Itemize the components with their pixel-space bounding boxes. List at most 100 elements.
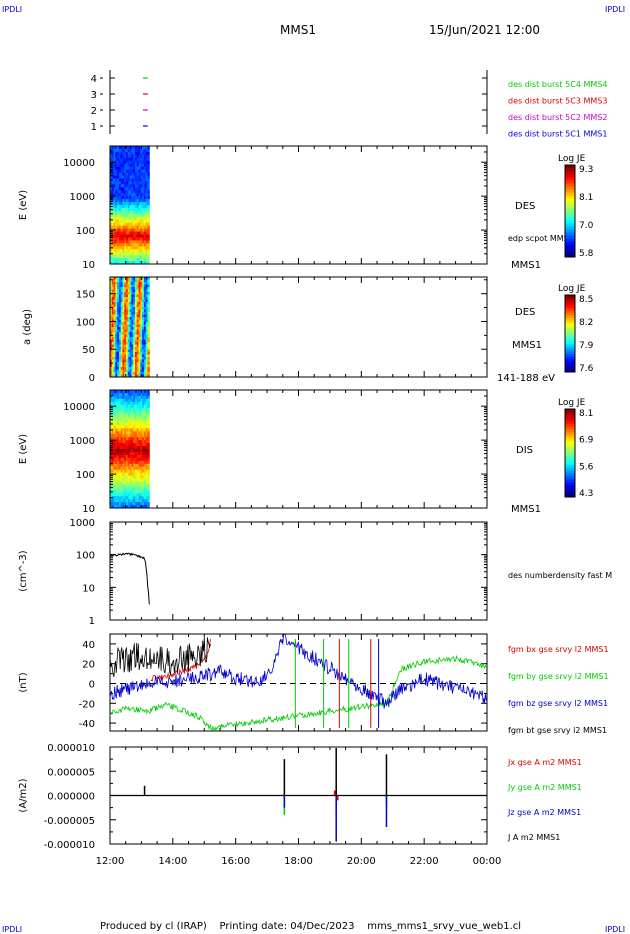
heat-cell [124, 327, 127, 330]
heat-cell [136, 184, 140, 188]
heat-cell [140, 369, 143, 373]
y-tick-label: 1000 [70, 518, 95, 529]
heat-cell [118, 148, 122, 153]
heat-cell [142, 413, 145, 418]
heat-cell [110, 255, 113, 259]
colorbar-cell [565, 223, 575, 227]
heat-cell [111, 317, 115, 320]
heat-cell [117, 187, 120, 191]
heat-cell [111, 425, 115, 429]
heat-cell [127, 349, 131, 353]
heat-cell [131, 287, 134, 290]
heat-cell [122, 349, 125, 353]
heat-cell [140, 294, 143, 298]
heat-cell [118, 287, 122, 290]
heat-cell [129, 469, 132, 474]
heat-cell [138, 199, 141, 203]
heat-cell [124, 437, 127, 441]
heat-cell [129, 443, 132, 447]
heat-cell [113, 431, 116, 435]
heat-cell [136, 249, 140, 253]
heat-cell [129, 472, 132, 477]
heat-cell [127, 484, 131, 488]
heat-cell [133, 454, 136, 459]
heat-cell [145, 304, 148, 308]
heat-cell [124, 419, 127, 423]
colorbar-title: Log JE [558, 398, 586, 408]
heat-cell [115, 337, 118, 340]
heat-cell [113, 216, 116, 221]
heat-cell [131, 289, 134, 293]
heat-cell [120, 374, 123, 378]
heat-cell [136, 312, 140, 315]
y-tick-label: 1 [89, 616, 95, 627]
heat-cell [129, 322, 132, 325]
heat-cell [120, 324, 123, 328]
heat-cell [145, 172, 148, 176]
heat-cell [133, 347, 136, 350]
heat-cell [122, 344, 125, 348]
heat-cell [118, 469, 122, 474]
heat-cell [140, 187, 143, 191]
heat-cell [133, 342, 136, 345]
heat-cell [126, 216, 129, 221]
heat-cell [111, 279, 115, 283]
heat-cell [133, 202, 136, 206]
heat-cell [118, 359, 122, 363]
heat-cell [138, 289, 141, 293]
heat-cell [134, 246, 138, 250]
heat-cell [129, 228, 132, 233]
heat-cell [145, 322, 148, 325]
heat-cell [122, 317, 125, 320]
heat-cell [115, 487, 118, 491]
heat-cell [120, 367, 123, 370]
corner-label-bl: IPDLI [2, 925, 22, 934]
heat-cell [140, 443, 143, 447]
heat-cell [110, 359, 113, 363]
heat-cell [111, 210, 115, 215]
heat-cell [143, 401, 147, 406]
legend-blue: Jz gse A m2 MMS1 [507, 808, 581, 817]
heat-cell [127, 277, 131, 280]
heat-cell [118, 231, 122, 235]
colorbar-cell [565, 464, 575, 469]
heat-cell [124, 364, 127, 368]
heat-cell [124, 422, 127, 426]
heat-cell [113, 390, 116, 394]
heat-cell [120, 354, 123, 358]
heat-cell [138, 334, 141, 338]
heat-cell [142, 231, 145, 235]
heat-cell [124, 190, 127, 194]
heat-cell [131, 372, 134, 375]
heat-cell [111, 225, 115, 230]
heat-cell [140, 319, 143, 323]
legend-density: des numberdensity fast M [508, 571, 612, 580]
heat-cell [138, 352, 141, 355]
heat-cell [140, 392, 143, 397]
colorbar-cell [565, 307, 575, 311]
heat-cell [124, 440, 127, 444]
heat-cell [136, 410, 140, 415]
heat-cell [131, 240, 134, 244]
heat-cell [120, 443, 123, 447]
heat-cell [110, 437, 113, 441]
heat-cell [136, 252, 140, 256]
heat-cell [111, 175, 115, 179]
heat-cell [142, 207, 145, 212]
panel-right-label: DES [515, 307, 535, 318]
heat-cell [117, 422, 120, 426]
heat-cell [131, 502, 134, 506]
heat-cell [142, 374, 145, 378]
heat-cell [136, 151, 140, 156]
heat-cell [143, 362, 147, 365]
heat-cell [138, 225, 141, 230]
heat-cell [138, 292, 141, 295]
heat-cell [111, 249, 115, 253]
heat-cell [115, 475, 118, 479]
heat-cell [111, 443, 115, 447]
heat-cell [133, 190, 136, 194]
heat-cell [140, 475, 143, 479]
heat-cell [142, 196, 145, 200]
heat-cell [110, 148, 113, 153]
heat-cell [124, 234, 127, 238]
